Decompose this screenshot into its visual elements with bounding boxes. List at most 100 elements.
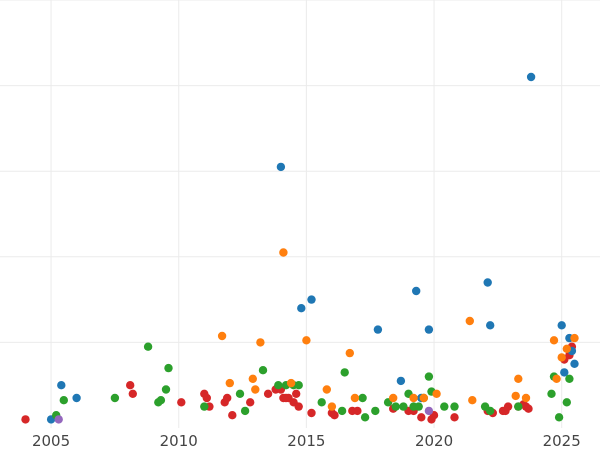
- data-point: [292, 389, 301, 398]
- grid: [0, 0, 600, 428]
- x-axis: 2005 2010 2015 2020 2025: [32, 432, 581, 450]
- data-point: [200, 402, 209, 411]
- data-point: [511, 391, 520, 401]
- data-point: [248, 374, 257, 383]
- data-point: [228, 411, 237, 420]
- data-point: [549, 336, 559, 345]
- data-point: [307, 408, 316, 418]
- data-point: [562, 398, 571, 407]
- data-point: [330, 411, 339, 420]
- data-point: [440, 402, 449, 411]
- data-point: [59, 396, 68, 405]
- data-point: [560, 368, 569, 377]
- data-point: [297, 304, 306, 313]
- data-point: [465, 316, 474, 326]
- data-point: [424, 406, 434, 416]
- data-point: [514, 374, 523, 383]
- data-point: [486, 321, 495, 330]
- x-tick-label: 2005: [32, 432, 70, 450]
- data-point: [263, 389, 273, 398]
- series-4: [54, 406, 434, 424]
- data-point: [317, 398, 326, 407]
- data-point: [524, 404, 533, 413]
- data-point: [337, 406, 347, 416]
- data-point: [72, 393, 81, 403]
- x-tick-label: 2015: [287, 432, 325, 450]
- data-point: [240, 406, 250, 416]
- data-point: [360, 413, 370, 422]
- data-point: [399, 402, 408, 411]
- data-point: [514, 402, 523, 411]
- data-point: [521, 393, 531, 403]
- x-tick-label: 2010: [160, 432, 198, 450]
- data-point: [424, 325, 434, 334]
- data-point: [225, 378, 234, 388]
- data-point: [307, 295, 316, 304]
- data-point: [358, 393, 367, 403]
- data-point: [294, 402, 303, 411]
- data-point: [565, 374, 574, 383]
- data-point: [424, 372, 434, 381]
- data-point: [468, 396, 477, 405]
- data-point: [389, 393, 398, 403]
- data-point: [54, 415, 63, 424]
- data-point: [251, 385, 260, 394]
- data-point: [223, 393, 232, 403]
- data-point: [246, 398, 255, 407]
- data-point: [345, 348, 354, 358]
- data-points: [21, 72, 579, 424]
- data-point: [557, 321, 566, 330]
- data-point: [552, 374, 561, 383]
- data-point: [276, 162, 286, 172]
- data-point: [450, 413, 459, 422]
- data-point: [235, 389, 245, 398]
- data-point: [322, 385, 331, 394]
- data-point: [557, 353, 566, 362]
- data-point: [327, 402, 337, 411]
- data-point: [486, 406, 495, 416]
- x-tick-label: 2025: [543, 432, 581, 450]
- data-point: [570, 333, 579, 343]
- data-point: [554, 413, 564, 422]
- data-point: [274, 381, 283, 390]
- data-point: [503, 402, 513, 411]
- data-point: [164, 363, 173, 373]
- data-point: [286, 378, 296, 388]
- data-point: [419, 393, 428, 403]
- data-point: [412, 286, 421, 296]
- series-3: [217, 248, 579, 411]
- data-point: [202, 393, 211, 403]
- data-point: [547, 389, 556, 398]
- data-point: [57, 381, 66, 390]
- data-point: [161, 385, 171, 394]
- series-0: [21, 342, 577, 424]
- data-point: [128, 389, 137, 398]
- data-point: [373, 325, 383, 334]
- data-point: [391, 402, 400, 411]
- data-point: [371, 406, 380, 416]
- data-point: [177, 398, 186, 407]
- data-point: [256, 338, 265, 347]
- data-point: [432, 389, 441, 398]
- data-point: [409, 393, 418, 403]
- data-point: [294, 381, 303, 390]
- data-point: [570, 359, 579, 368]
- data-point: [414, 402, 423, 411]
- x-tick-label: 2020: [415, 432, 453, 450]
- data-point: [396, 376, 406, 386]
- data-point: [110, 393, 120, 403]
- data-point: [279, 248, 288, 257]
- data-point: [526, 72, 536, 82]
- data-point: [156, 396, 166, 405]
- data-point: [217, 331, 227, 341]
- data-point: [21, 415, 30, 424]
- data-point: [340, 368, 349, 377]
- data-point: [562, 344, 571, 353]
- data-point: [143, 342, 153, 351]
- data-point: [450, 402, 459, 411]
- data-point: [350, 393, 360, 403]
- data-point: [353, 406, 362, 416]
- data-point: [302, 336, 311, 345]
- data-point: [417, 413, 426, 422]
